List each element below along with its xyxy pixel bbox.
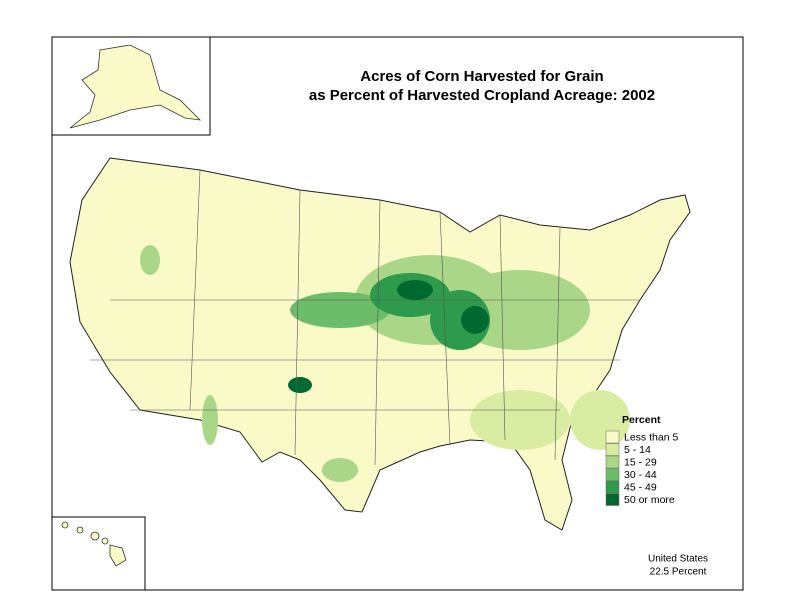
state-lines <box>90 169 640 466</box>
alaska-inset <box>51 36 211 136</box>
note: 22.5 Percent <box>650 567 707 578</box>
legend-swatch <box>605 493 620 506</box>
legend-swatch <box>605 430 620 444</box>
hawaii-inset <box>51 516 146 591</box>
alaska <box>69 44 202 129</box>
legend-label: 30 - 44 <box>624 469 657 481</box>
legend-swatch <box>605 468 620 481</box>
legend-label: 50 or more <box>624 494 675 506</box>
legend-swatch <box>605 455 620 469</box>
legend-label: Less than 5 <box>624 431 678 443</box>
legend-title: Percent <box>622 414 661 426</box>
legend-swatch <box>605 480 620 494</box>
legend-label: 15 - 29 <box>624 456 657 468</box>
title-line: Acres of Corn Harvested for Grain <box>360 68 603 85</box>
hawaii <box>61 521 127 567</box>
legend-label: 45 - 49 <box>624 481 657 493</box>
legend-label: 5 - 14 <box>624 444 651 456</box>
note: United States <box>648 554 708 565</box>
legend-swatch <box>605 443 620 456</box>
title-line: as Percent of Harvested Cropland Acreage… <box>309 87 655 104</box>
